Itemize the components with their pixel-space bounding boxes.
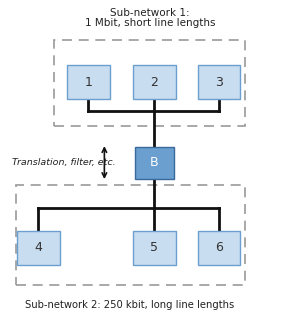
Text: 2: 2 bbox=[151, 76, 158, 89]
Text: 1: 1 bbox=[84, 76, 92, 89]
FancyBboxPatch shape bbox=[134, 147, 174, 179]
FancyBboxPatch shape bbox=[17, 231, 59, 265]
Text: Translation, filter, etc.: Translation, filter, etc. bbox=[12, 158, 115, 167]
Text: 5: 5 bbox=[150, 242, 158, 254]
Text: 3: 3 bbox=[215, 76, 223, 89]
Bar bbox=[16, 185, 245, 285]
FancyBboxPatch shape bbox=[133, 231, 176, 265]
Text: Sub-network 1:: Sub-network 1: bbox=[110, 8, 190, 18]
FancyBboxPatch shape bbox=[67, 65, 109, 99]
Bar bbox=[54, 40, 245, 126]
Text: 6: 6 bbox=[215, 242, 223, 254]
Text: 4: 4 bbox=[34, 242, 42, 254]
Text: 1 Mbit, short line lengths: 1 Mbit, short line lengths bbox=[85, 18, 215, 28]
FancyBboxPatch shape bbox=[198, 231, 240, 265]
FancyBboxPatch shape bbox=[133, 65, 176, 99]
Text: B: B bbox=[150, 156, 159, 169]
FancyBboxPatch shape bbox=[198, 65, 240, 99]
Text: Sub-network 2: 250 kbit, long line lengths: Sub-network 2: 250 kbit, long line lengt… bbox=[25, 300, 234, 310]
